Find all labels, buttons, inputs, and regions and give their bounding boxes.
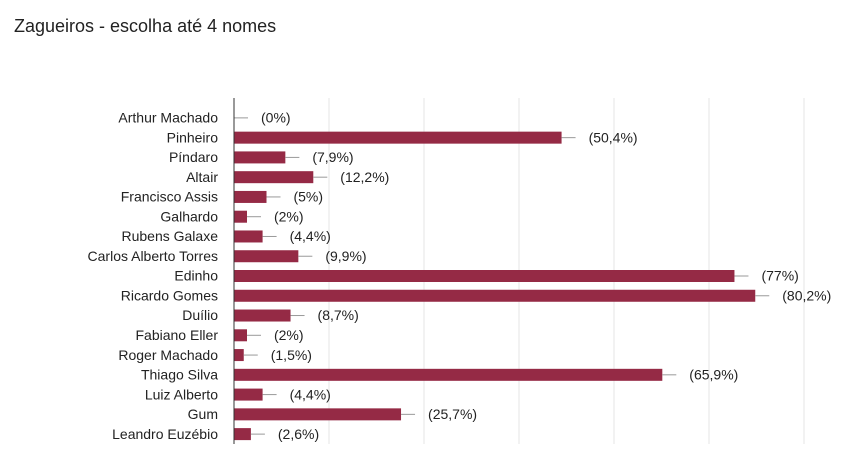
bar xyxy=(234,388,263,401)
y-tick-label: Galhardo xyxy=(160,208,218,224)
bar xyxy=(234,349,244,362)
y-tick-label: Luiz Alberto xyxy=(145,386,218,402)
y-tick-label: Leandro Euzébio xyxy=(112,426,218,442)
y-tick-label: Roger Machado xyxy=(118,347,218,363)
value-label: (65,9%) xyxy=(689,367,738,383)
value-label: (1,5%) xyxy=(271,347,312,363)
y-tick-label: Duílio xyxy=(182,307,218,323)
value-label: (8,7%) xyxy=(318,307,359,323)
y-tick-label: Altair xyxy=(186,169,218,185)
value-label: (12,2%) xyxy=(340,169,389,185)
bar xyxy=(234,230,263,243)
y-tick-label: Fabiano Eller xyxy=(136,327,219,343)
bar xyxy=(234,190,267,203)
y-tick-label: Pinheiro xyxy=(167,129,219,145)
bar xyxy=(234,368,663,381)
bar xyxy=(234,131,562,144)
y-tick-label: Ricardo Gomes xyxy=(121,287,218,303)
value-label: (80,2%) xyxy=(782,287,831,303)
value-label: (2%) xyxy=(274,327,304,343)
value-label: (5%) xyxy=(293,189,323,205)
bar xyxy=(234,428,251,441)
y-tick-label: Rubens Galaxe xyxy=(121,228,218,244)
bar xyxy=(234,270,735,282)
bar xyxy=(234,250,299,263)
value-label: (0%) xyxy=(261,110,291,126)
value-label: (50,4%) xyxy=(589,129,638,145)
value-label: (7,9%) xyxy=(312,149,353,165)
bar xyxy=(234,408,402,421)
bar xyxy=(234,210,247,223)
value-label: (9,9%) xyxy=(325,248,366,264)
value-label: (2%) xyxy=(274,208,304,224)
bar xyxy=(234,289,756,302)
bar xyxy=(234,151,286,164)
value-label: (4,4%) xyxy=(290,228,331,244)
y-tick-label: Píndaro xyxy=(169,149,218,165)
y-tick-label: Francisco Assis xyxy=(121,189,218,205)
value-label: (25,7%) xyxy=(428,406,477,422)
bar xyxy=(234,171,314,184)
y-tick-label: Edinho xyxy=(174,268,218,284)
value-label: (2,6%) xyxy=(278,426,319,442)
y-tick-label: Thiago Silva xyxy=(141,367,218,383)
value-label: (4,4%) xyxy=(290,386,331,402)
bar xyxy=(234,329,247,342)
y-tick-label: Gum xyxy=(188,406,218,422)
y-tick-label: Arthur Machado xyxy=(118,110,218,126)
chart-title: Zagueiros - escolha até 4 nomes xyxy=(14,16,276,36)
bar xyxy=(234,309,291,322)
y-tick-label: Carlos Alberto Torres xyxy=(88,248,218,264)
value-label: (77%) xyxy=(761,268,798,284)
